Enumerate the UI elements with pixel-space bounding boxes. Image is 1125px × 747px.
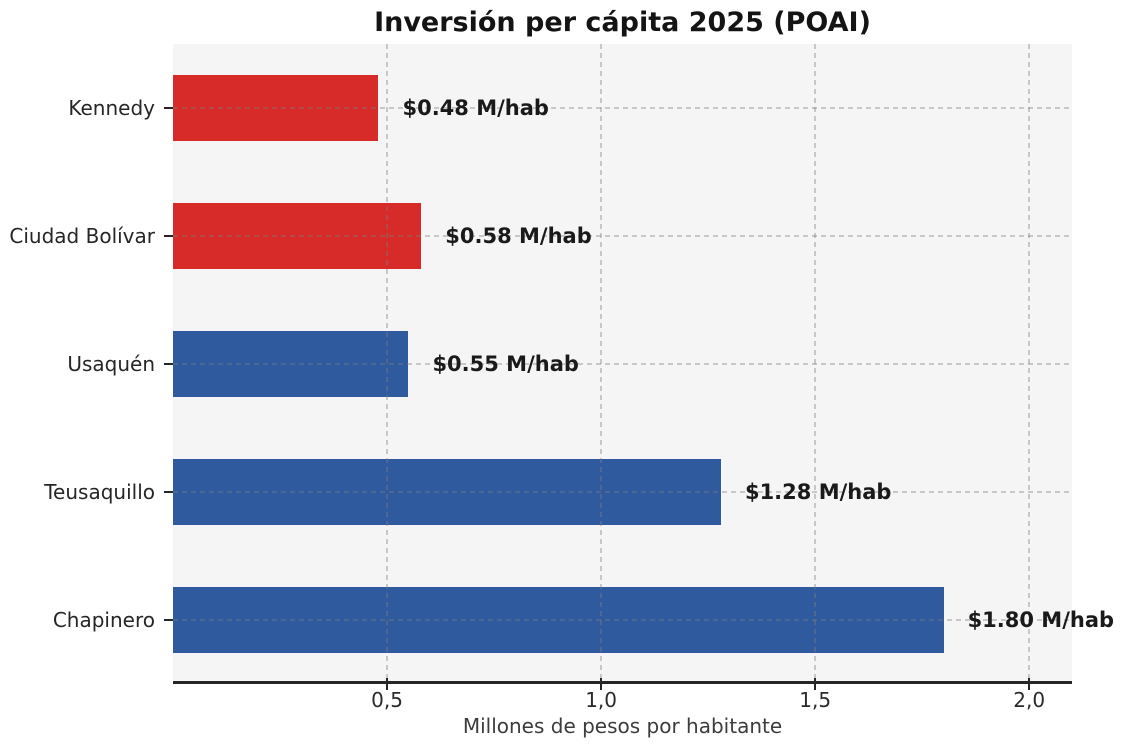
y-axis-tick [164,363,173,365]
x-axis-tick [600,678,603,690]
category-label: Teusaquillo [44,480,155,504]
category-label: Ciudad Bolívar [9,224,155,248]
bar [173,331,409,397]
bar-row: $0.48 M/hab [164,44,1072,172]
plot-area: $0.48 M/hab $0.58 M/hab $0.55 M/hab $1.28 M… [164,44,1114,684]
horizontal-gridline [173,619,1072,621]
y-axis-tick [164,107,173,109]
bar-value-label: $0.55 M/hab [432,352,579,376]
bar-value-label: $1.28 M/hab [744,480,892,504]
x-tick-label: 2,0 [1013,688,1046,712]
x-tick-label: 1,5 [799,688,832,712]
x-axis-tick [1028,678,1031,690]
bar-row: $1.28 M/hab [164,428,1072,556]
vertical-gridline [386,44,389,684]
horizontal-gridline [173,107,1072,109]
vertical-gridline [814,44,817,684]
horizontal-gridline [173,363,1072,365]
y-axis-tick [164,235,173,237]
horizontal-gridline [173,235,1072,237]
bar [173,203,422,269]
bar [173,459,721,525]
bar-row: $0.58 M/hab [164,172,1072,300]
bar-row: $0.55 M/hab [164,300,1072,428]
y-axis-tick [164,491,173,493]
chart-title: Inversión per cápita 2025 (POAI) [374,7,871,38]
bar-value-label: $0.58 M/hab [445,224,592,248]
y-axis-labels: Kennedy Ciudad Bolívar Usaquén Teusaquillo C… [0,44,161,684]
category-label: Usaquén [67,352,155,376]
x-axis-title: Millones de pesos por habitante [462,714,783,738]
category-label: Chapinero [52,608,155,632]
bar-value-label: $1.80 M/hab [967,608,1115,632]
x-axis-tick [386,678,389,690]
y-axis-tick [164,619,173,621]
x-axis-line [173,681,1072,684]
x-tick-label: 1,0 [585,688,617,712]
vertical-gridline [1028,44,1031,684]
horizontal-gridline [173,491,1072,493]
bar [173,587,944,653]
x-axis-tick [814,678,817,690]
bar-value-label: $0.48 M/hab [402,96,549,120]
bar [173,75,379,141]
x-tick-label: 0,5 [371,688,403,712]
vertical-gridline [600,44,603,684]
bar-row: $1.80 M/hab [164,556,1114,684]
category-label: Kennedy [68,96,155,120]
